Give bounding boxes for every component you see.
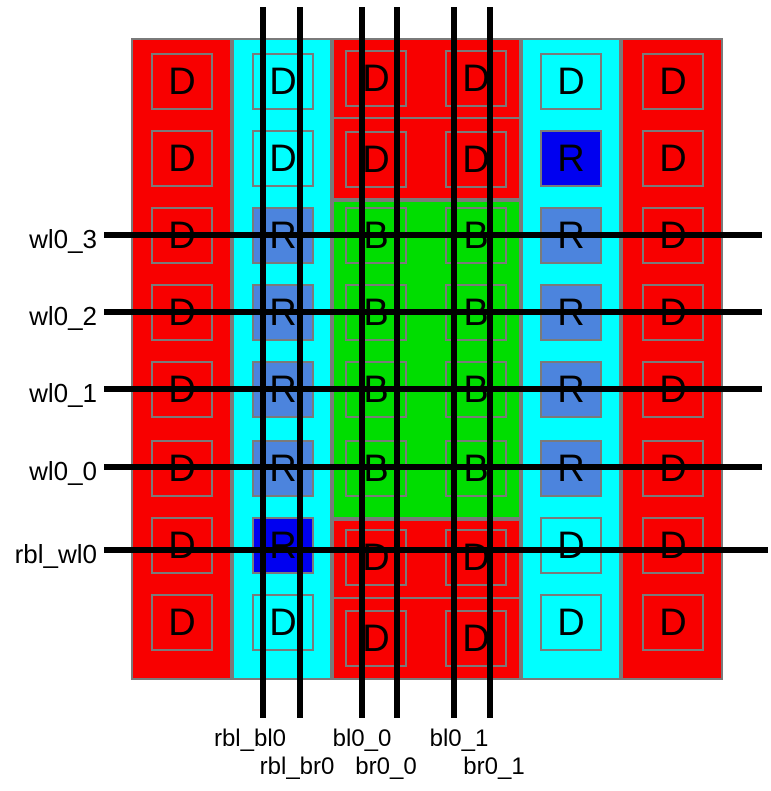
cell-outer-right-dummy-column-row7-D: D <box>642 517 704 574</box>
wordline-rbl_wl0 <box>104 547 768 553</box>
bitline-bl0_0 <box>359 7 365 718</box>
cell-bitcell-column-0-row7-D: D <box>345 529 407 586</box>
bottom-block-row-divider <box>332 597 521 599</box>
wordline-label-wl0_0: wl0_0 <box>29 456 97 486</box>
cell-outer-left-dummy-column-row7-D: D <box>151 517 213 574</box>
cell-right-replica-column-row7-D: D <box>540 517 602 574</box>
bitline-bl0_1 <box>451 7 457 718</box>
bitline-label-br0_0: br0_0 <box>355 753 417 780</box>
cell-bitcell-column-1-row8-D: D <box>445 610 507 667</box>
cell-right-replica-column-row2-R: R <box>540 130 602 187</box>
bitline-br0_1 <box>487 7 493 718</box>
top-block-row-divider <box>332 117 521 119</box>
cell-bitcell-column-1-row1-D: D <box>445 50 507 107</box>
cell-right-replica-column-row8-D: D <box>540 594 602 651</box>
bitline-label-rbl_br0: rbl_br0 <box>259 753 335 780</box>
cell-bitcell-column-0-row2-D: D <box>345 131 407 188</box>
bitline-label-rbl_bl0: rbl_bl0 <box>213 725 287 752</box>
cell-left-replica-column-row8-D: D <box>252 594 314 651</box>
bitline-br0_0 <box>394 7 400 718</box>
bitline-rbl_bl0 <box>260 7 266 718</box>
cell-bitcell-column-0-row8-D: D <box>345 610 407 667</box>
wordline-label-wl0_1: wl0_1 <box>29 378 97 408</box>
cell-outer-right-dummy-column-row8-D: D <box>642 594 704 651</box>
cell-left-replica-column-row2-D: D <box>252 130 314 187</box>
wordline-wl0_1 <box>104 386 762 392</box>
cell-outer-right-dummy-column-row2-D: D <box>642 130 704 187</box>
bitline-label-bl0_1: bl0_1 <box>429 725 489 752</box>
cell-right-replica-column-row1-D: D <box>540 53 602 110</box>
cell-outer-right-dummy-column-row1-D: D <box>642 53 704 110</box>
bitline-rbl_br0 <box>297 7 303 718</box>
bitline-label-br0_1: br0_1 <box>463 753 525 780</box>
cell-left-replica-column-row1-D: D <box>252 53 314 110</box>
bitline-label-bl0_0: bl0_0 <box>332 725 392 752</box>
wordline-wl0_2 <box>104 309 762 315</box>
cell-outer-left-dummy-column-row2-D: D <box>151 130 213 187</box>
wordline-label-wl0_2: wl0_2 <box>29 301 97 331</box>
cell-outer-left-dummy-column-row1-D: D <box>151 53 213 110</box>
region-right-red-dummy-strip <box>621 38 723 680</box>
cell-bitcell-column-1-row2-D: D <box>445 131 507 188</box>
wordline-label-wl0_3: wl0_3 <box>29 224 97 254</box>
cell-bitcell-column-0-row1-D: D <box>345 50 407 107</box>
wordline-label-rbl_wl0: rbl_wl0 <box>14 539 97 569</box>
cell-bitcell-column-1-row7-D: D <box>445 529 507 586</box>
wordline-wl0_3 <box>104 232 762 238</box>
wordline-wl0_0 <box>104 464 762 470</box>
cell-outer-left-dummy-column-row8-D: D <box>151 594 213 651</box>
